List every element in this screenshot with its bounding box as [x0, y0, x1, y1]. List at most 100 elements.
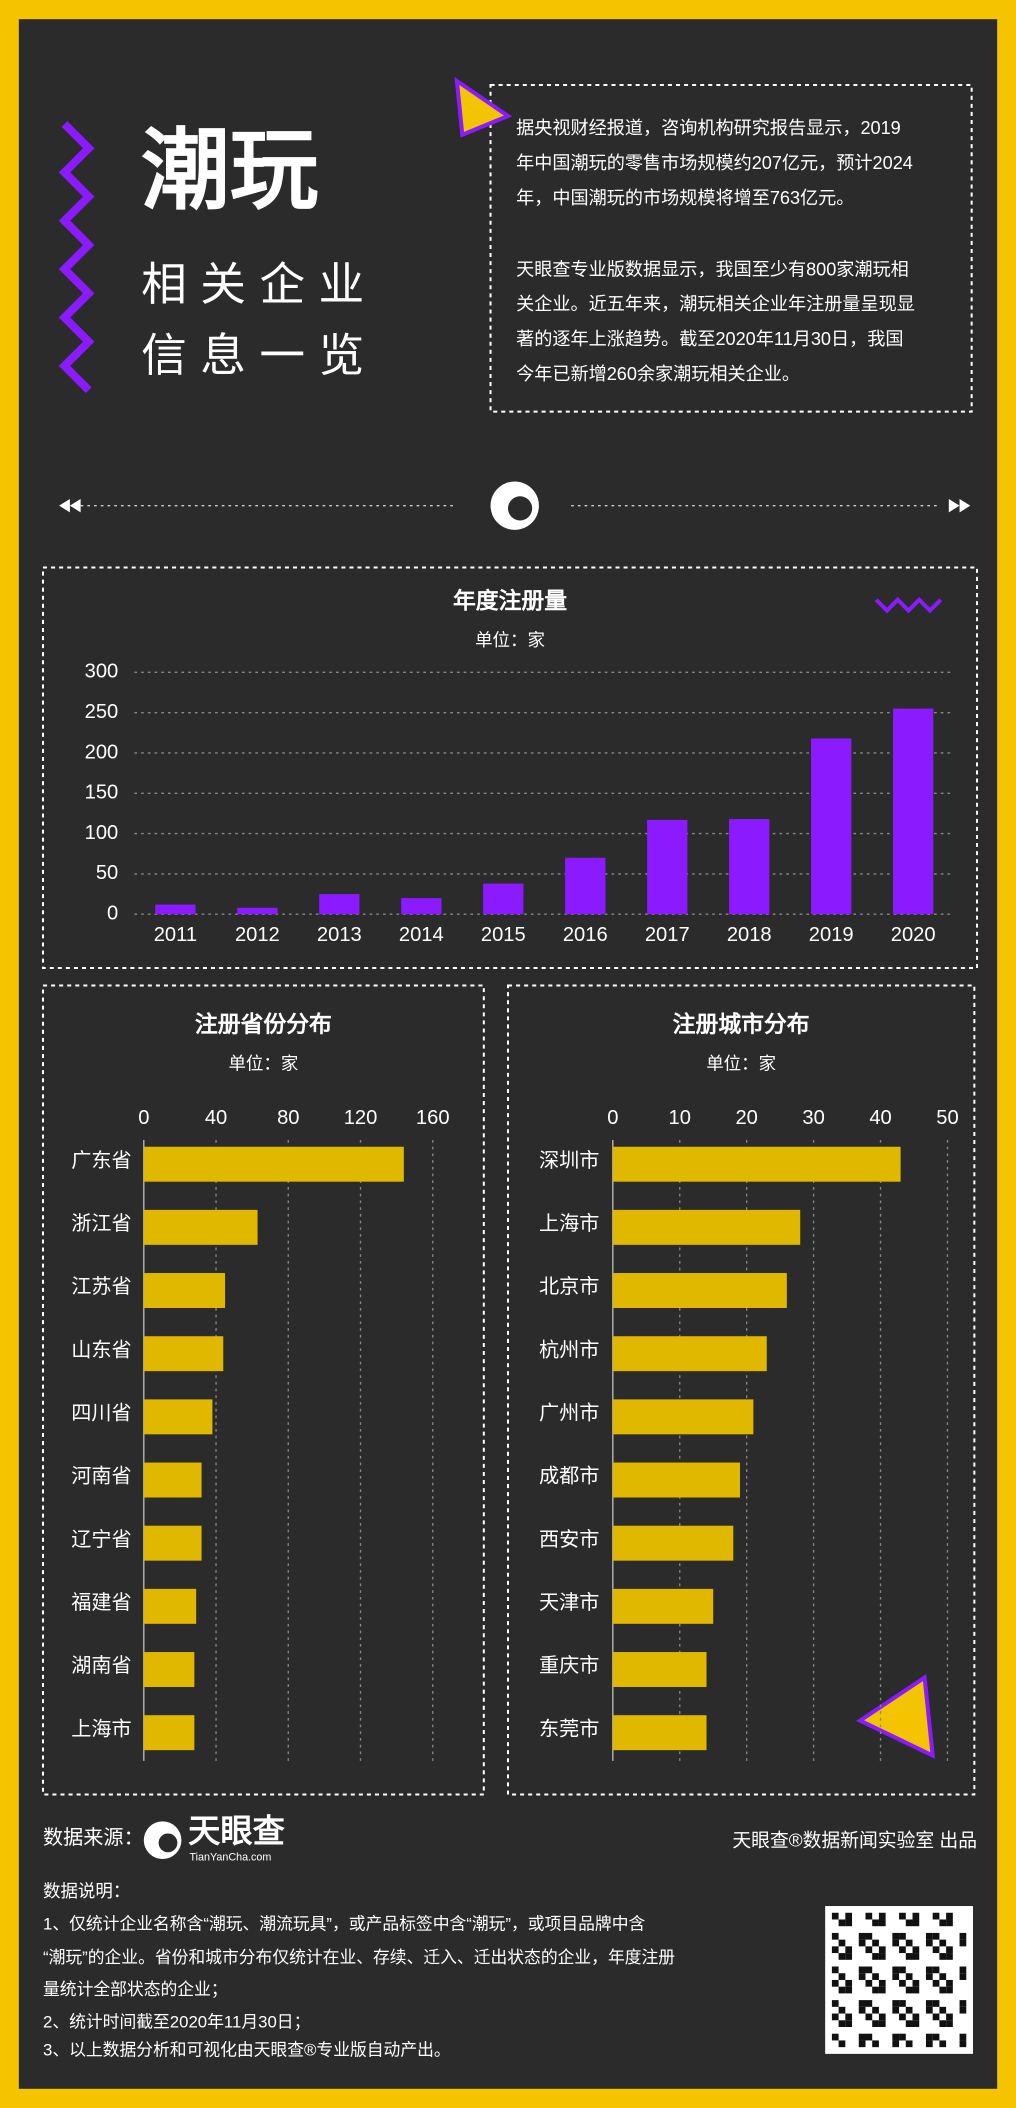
qr-cell — [845, 1953, 853, 1960]
qr-cell — [899, 2000, 906, 2007]
qr-cell — [899, 1966, 906, 1974]
y-tick-label: 四川省 — [71, 1401, 131, 1424]
qr-cell — [925, 2006, 933, 2014]
triangle-decor — [454, 76, 513, 138]
qr-cell — [878, 1953, 886, 1960]
chart-title: 注册城市分布 — [673, 1011, 810, 1037]
intro-line: 年，中国潮玩的市场规模将增至763亿元。 — [516, 188, 854, 208]
qr-cell — [905, 1953, 913, 1960]
qr-cell — [831, 2000, 839, 2007]
y-tick-label: 50 — [96, 862, 118, 884]
qr-cell — [872, 1953, 879, 1960]
x-tick-label: 2014 — [399, 924, 444, 946]
qr-cell — [858, 1939, 866, 1947]
y-tick-label: 0 — [107, 903, 118, 925]
qr-cell — [831, 1946, 839, 1954]
producer: 天眼查®数据新闻实验室 出品 — [732, 1830, 977, 1851]
qr-cell — [878, 1919, 886, 1927]
y-tick-label: 成都市 — [539, 1465, 599, 1488]
y-tick-label: 上海市 — [539, 1212, 599, 1235]
x-tick-label: 30 — [802, 1107, 824, 1129]
qr-cell — [905, 1986, 913, 1994]
y-tick-label: 广东省 — [71, 1149, 131, 1172]
y-tick-label: 100 — [85, 822, 119, 844]
qr-cell — [838, 1939, 846, 1947]
qr-cell — [838, 1973, 846, 1980]
qr-cell — [878, 1946, 886, 1954]
x-tick-label: 2019 — [809, 924, 854, 946]
qr-cell — [838, 1953, 846, 1960]
qr-cell — [858, 2040, 866, 2048]
qr-cell — [858, 1966, 866, 1974]
qr-cell — [932, 2033, 940, 2041]
qr-cell — [845, 2013, 853, 2021]
arrow — [959, 498, 971, 513]
qr-cell — [892, 1966, 900, 1974]
qr-cell — [858, 2006, 866, 2014]
qr-cell — [946, 1912, 953, 1920]
qr-cell — [872, 1939, 879, 1947]
note-line: 1、仅统计企业名称含“潮玩、潮流玩具”，或产品标签中含“潮玩”，或项目品牌中含 — [43, 1914, 645, 1933]
qr-cell — [905, 1919, 913, 1927]
qr-cell — [831, 1966, 839, 1974]
qr-cell — [912, 1919, 920, 1927]
bar — [143, 1715, 195, 1751]
qr-cell — [932, 1912, 940, 1920]
y-tick-label: 重庆市 — [539, 1654, 599, 1677]
y-tick-label: 200 — [85, 741, 119, 763]
note-line: “潮玩”的企业。省份和城市分布仅统计在业、存续、迁入、迁出状态的企业，年度注册 — [43, 1948, 675, 1967]
note-line: 2、统计时间截至2020年11月30日； — [43, 2012, 310, 2031]
x-tick-label: 2016 — [563, 924, 608, 946]
qr-cell — [892, 2006, 900, 2014]
x-tick-label: 2013 — [317, 924, 362, 946]
y-tick-label: 上海市 — [71, 1717, 131, 1740]
note-line: 3、以上数据分析和可视化由天眼查®专业版自动产出。 — [43, 2041, 451, 2060]
triangle-decor — [856, 1674, 936, 1759]
qr-cell — [899, 1979, 906, 1987]
qr-cell — [845, 1946, 853, 1954]
qr-cell — [925, 1966, 933, 1974]
qr-cell — [946, 1919, 953, 1927]
qr-cell — [959, 1973, 967, 1980]
qr-cell — [959, 1966, 967, 1974]
qr-cell — [905, 1973, 913, 1980]
chart-panel — [506, 984, 976, 1796]
qr-cell — [939, 1919, 947, 1927]
bar — [612, 1209, 801, 1245]
bar — [612, 1588, 714, 1624]
x-tick-label: 0 — [138, 1107, 149, 1129]
intro-line: 著的逐年上涨趋势。截至2020年11月30日，我国 — [516, 329, 903, 349]
zigzag-decor — [874, 596, 943, 614]
qr-cell — [892, 1932, 900, 1940]
y-tick-label: 辽宁省 — [71, 1528, 131, 1551]
qr-cell — [838, 2040, 846, 2048]
notes: 1、仅统计企业名称含“潮玩、潮流玩具”，或产品标签中含“潮玩”，或项目品牌中含 “… — [43, 1914, 675, 2059]
qr-cell — [939, 1986, 947, 1994]
qr-cell — [892, 2000, 900, 2007]
bar — [483, 883, 524, 915]
source-label: 数据来源： — [43, 1826, 144, 1849]
chart-subtitle: 单位：家 — [706, 1053, 776, 1073]
qr-cell — [946, 1953, 953, 1960]
y-tick-label: 杭州市 — [539, 1338, 599, 1361]
bar — [143, 1525, 202, 1561]
logo-url: TianYanCha.com — [189, 1852, 271, 1864]
qr-cell — [845, 2020, 853, 2027]
qr-cell — [946, 2020, 953, 2027]
x-tick-label: 40 — [869, 1107, 891, 1129]
logo-icon — [158, 1833, 178, 1853]
y-tick-label: 北京市 — [539, 1275, 599, 1298]
qr-cell — [912, 1986, 920, 1994]
bar — [143, 1462, 202, 1498]
qr-cell — [872, 1973, 879, 1980]
y-tick-label: 浙江省 — [71, 1212, 131, 1235]
x-tick-label: 120 — [344, 1107, 378, 1129]
arrow — [69, 498, 81, 513]
qr-cell — [912, 1912, 920, 1920]
logo-name: 天眼查 — [188, 1813, 285, 1849]
intro-line: 年中国潮玩的零售市场规模约207亿元，预计2024 — [516, 153, 913, 173]
header-subtitle: 信息一览 — [141, 330, 378, 381]
x-tick-label: 80 — [277, 1107, 299, 1129]
qr-cell — [959, 2040, 967, 2048]
x-tick-label: 160 — [416, 1107, 450, 1129]
